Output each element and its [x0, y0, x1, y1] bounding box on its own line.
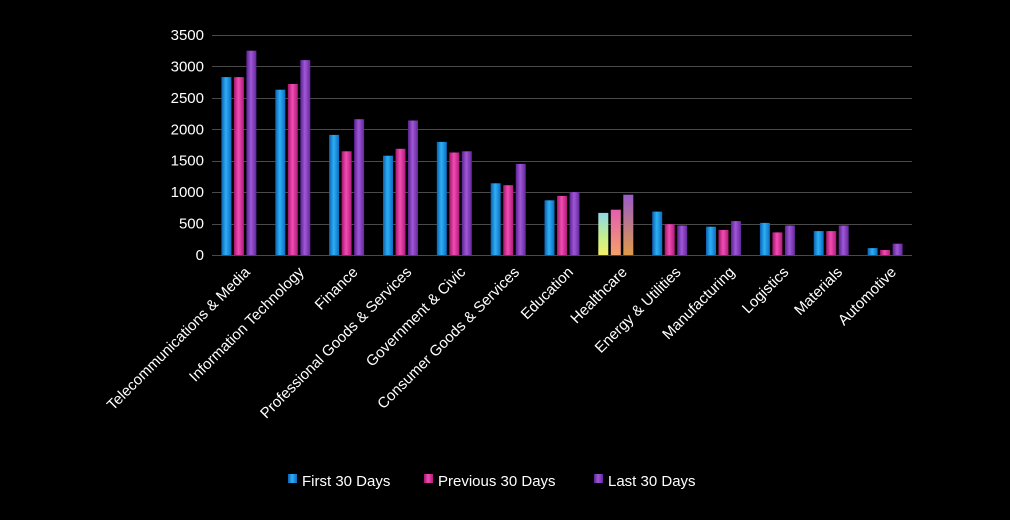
y-tick-label: 3500 — [171, 27, 204, 44]
bar — [221, 77, 232, 255]
bar — [610, 209, 621, 255]
y-tick-label: 3000 — [171, 58, 204, 75]
bar — [436, 141, 447, 255]
bar — [706, 226, 716, 255]
legend-item: Last 30 Days — [594, 473, 696, 490]
bar — [233, 77, 244, 255]
bar — [287, 84, 298, 255]
bar — [826, 231, 837, 255]
bar — [838, 225, 849, 255]
bar — [246, 50, 257, 256]
legend-item: First 30 Days — [288, 473, 390, 490]
legend-swatch — [424, 474, 433, 483]
bar — [892, 243, 903, 255]
bars — [221, 50, 903, 256]
x-category-label: Government & Civic — [363, 263, 470, 370]
gridlines — [212, 35, 912, 256]
bar — [449, 152, 460, 255]
bar — [300, 60, 311, 255]
bar — [880, 250, 891, 255]
legend-label: Previous 30 Days — [438, 473, 556, 490]
bar — [383, 155, 393, 255]
x-category-label: Finance — [312, 264, 362, 314]
bar — [408, 120, 418, 255]
legend-swatch — [288, 474, 297, 483]
bar — [557, 195, 567, 255]
y-tick-label: 2000 — [171, 121, 204, 138]
bar — [544, 200, 555, 255]
bar — [784, 225, 795, 255]
bar — [718, 229, 729, 255]
bar — [275, 89, 286, 255]
bar — [515, 163, 526, 255]
bar — [329, 134, 340, 255]
bar — [598, 212, 609, 255]
y-tick-label: 1500 — [171, 153, 204, 170]
bar — [569, 192, 580, 255]
y-tick-label: 0 — [196, 247, 204, 264]
bar — [652, 211, 663, 255]
x-category-label: Materials — [791, 264, 846, 319]
bar — [354, 119, 365, 255]
y-tick-label: 1000 — [171, 184, 204, 201]
bar — [677, 225, 688, 255]
bar — [664, 224, 675, 255]
bar — [867, 248, 878, 255]
bar — [623, 194, 634, 255]
legend-item: Previous 30 Days — [424, 473, 556, 490]
x-category-label: Automotive — [835, 264, 900, 329]
bar — [503, 185, 514, 255]
bar — [813, 231, 824, 255]
bar — [731, 221, 741, 255]
legend-label: Last 30 Days — [608, 473, 696, 490]
x-category-label: Logistics — [739, 264, 792, 317]
y-tick-label: 500 — [179, 216, 204, 233]
y-tick-label: 2500 — [171, 90, 204, 107]
bar — [395, 148, 406, 255]
legend: First 30 Days Previous 30 Days Last 30 Day… — [288, 473, 696, 490]
bar — [772, 232, 783, 255]
bar — [490, 183, 501, 255]
y-axis: 0 500 1000 1500 2000 2500 3000 3500 — [171, 27, 204, 264]
bar — [759, 222, 770, 255]
legend-swatch — [594, 474, 603, 483]
bar — [461, 151, 472, 255]
bar — [341, 151, 352, 255]
legend-label: First 30 Days — [302, 473, 390, 490]
